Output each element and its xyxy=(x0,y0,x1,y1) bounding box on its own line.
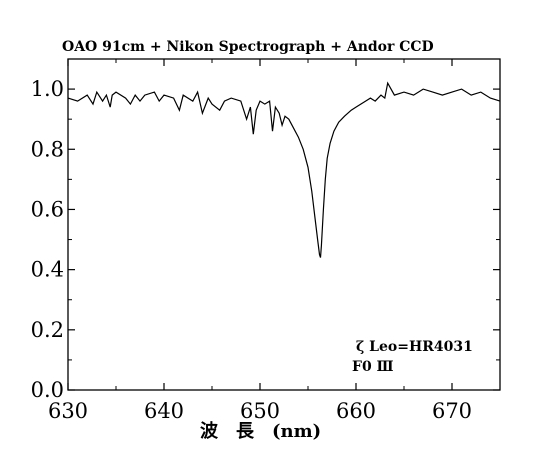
chart-title: OAO 91cm + Nikon Spectrograph + Andor CC… xyxy=(62,39,434,55)
spectral-type-annotation: F0 Ⅲ xyxy=(352,359,394,375)
y-axis-ticks: 0.0 0.2 0.4 0.6 0.8 1.0 xyxy=(31,58,500,402)
plot-frame xyxy=(67,58,501,391)
x-tick-label: 650 xyxy=(240,399,280,423)
x-tick-label: 630 xyxy=(48,399,88,423)
x-tick-label: 670 xyxy=(432,399,472,423)
y-tick-label: 1.0 xyxy=(31,77,64,101)
chart-axes xyxy=(67,58,501,391)
spectrum-line xyxy=(67,81,501,258)
x-tick-label: 640 xyxy=(144,399,184,423)
star-name-annotation: ζ Leo=HR4031 xyxy=(356,339,473,355)
y-tick-label: 0.8 xyxy=(31,137,64,161)
y-tick-label: 0.0 xyxy=(31,378,64,402)
y-tick-label: 0.2 xyxy=(31,318,64,342)
y-tick-label: 0.4 xyxy=(31,258,64,282)
x-axis-ticks: 630 640 650 660 670 xyxy=(48,59,472,423)
x-tick-label: 660 xyxy=(336,399,376,423)
x-axis-label: 波 長 (nm) xyxy=(200,420,321,442)
y-tick-label: 0.6 xyxy=(31,197,64,221)
